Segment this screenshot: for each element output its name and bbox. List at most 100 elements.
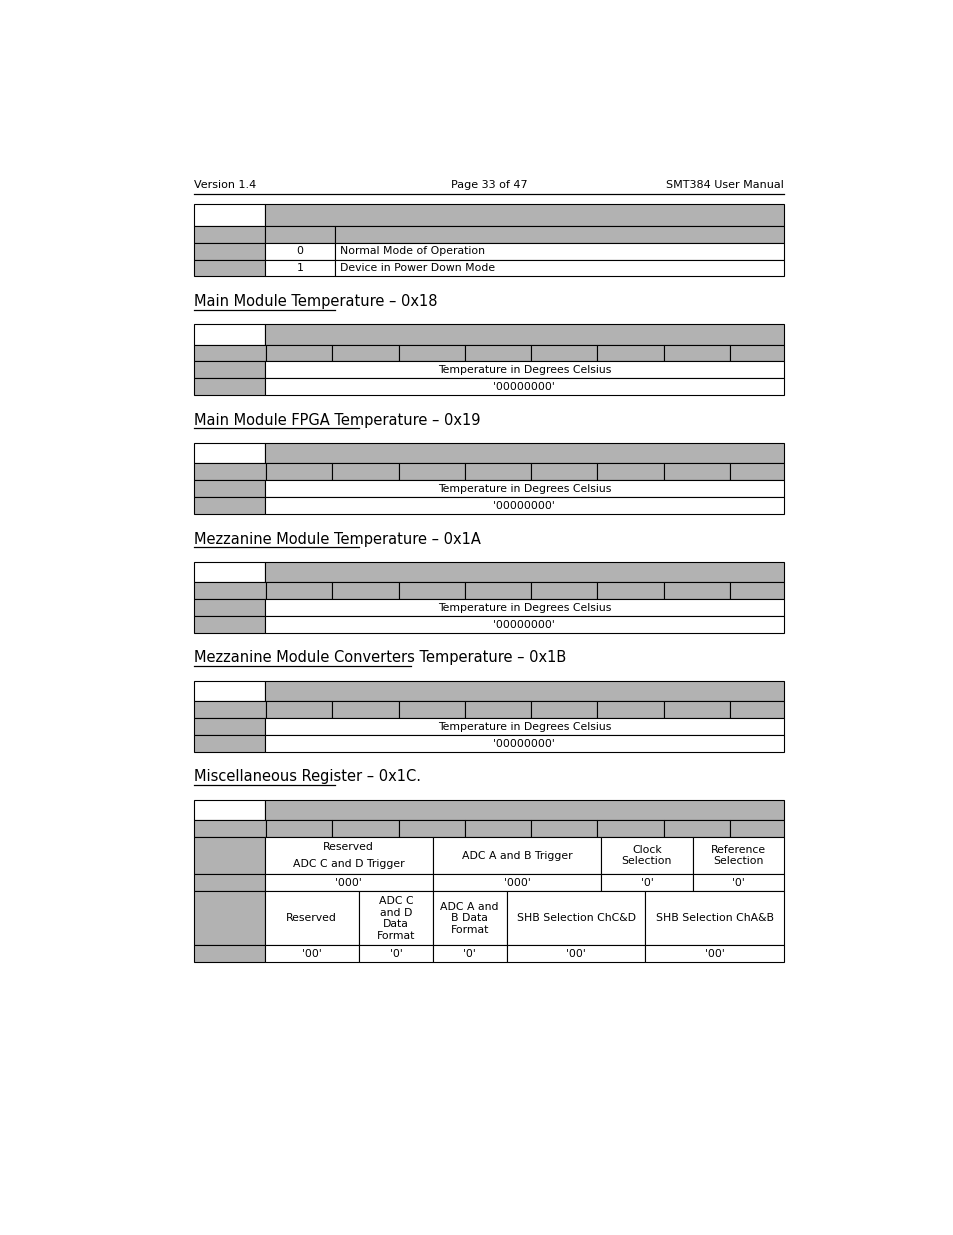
- Bar: [464, 345, 531, 362]
- Bar: [332, 701, 398, 719]
- Bar: [464, 583, 531, 599]
- Bar: [266, 583, 332, 599]
- Bar: [264, 946, 358, 962]
- Text: '0': '0': [731, 878, 744, 888]
- Bar: [663, 463, 729, 480]
- Bar: [264, 680, 783, 701]
- Bar: [597, 463, 663, 480]
- Text: '00000000': '00000000': [493, 739, 555, 748]
- Bar: [645, 946, 783, 962]
- Bar: [193, 345, 266, 362]
- Bar: [645, 892, 783, 946]
- Bar: [663, 583, 729, 599]
- Text: Temperature in Degrees Celsius: Temperature in Degrees Celsius: [437, 366, 611, 375]
- Bar: [266, 820, 332, 837]
- Bar: [193, 735, 264, 752]
- Bar: [433, 874, 600, 892]
- Bar: [264, 480, 783, 498]
- Bar: [264, 226, 335, 242]
- Bar: [729, 583, 783, 599]
- Bar: [264, 616, 783, 634]
- Bar: [193, 719, 264, 735]
- Text: Temperature in Degrees Celsius: Temperature in Degrees Celsius: [437, 721, 611, 731]
- Text: Reserved: Reserved: [323, 842, 374, 852]
- Text: Temperature in Degrees Celsius: Temperature in Degrees Celsius: [437, 484, 611, 494]
- Text: Reserved: Reserved: [286, 914, 336, 924]
- Bar: [358, 946, 433, 962]
- Bar: [398, 463, 464, 480]
- Bar: [193, 443, 264, 463]
- Text: '00000000': '00000000': [493, 620, 555, 630]
- Bar: [692, 874, 783, 892]
- Bar: [433, 892, 506, 946]
- Text: '0': '0': [639, 878, 653, 888]
- Bar: [193, 800, 264, 820]
- Bar: [531, 701, 597, 719]
- Text: '00': '00': [704, 948, 724, 958]
- Bar: [264, 599, 783, 616]
- Text: '0': '0': [463, 948, 476, 958]
- Bar: [332, 345, 398, 362]
- Bar: [193, 463, 266, 480]
- Bar: [193, 874, 264, 892]
- Bar: [193, 820, 266, 837]
- Bar: [335, 259, 783, 277]
- Bar: [264, 204, 783, 226]
- Text: '000': '000': [503, 878, 530, 888]
- Bar: [663, 345, 729, 362]
- Text: '00': '00': [301, 948, 321, 958]
- Bar: [597, 345, 663, 362]
- Bar: [264, 800, 783, 820]
- Text: 0: 0: [296, 246, 303, 256]
- Bar: [729, 345, 783, 362]
- Bar: [264, 874, 433, 892]
- Text: SHB Selection ChA&B: SHB Selection ChA&B: [655, 914, 773, 924]
- Text: '000': '000': [335, 878, 362, 888]
- Bar: [663, 701, 729, 719]
- Text: ADC A and
B Data
Format: ADC A and B Data Format: [440, 902, 498, 935]
- Bar: [398, 820, 464, 837]
- Bar: [193, 259, 264, 277]
- Text: '00': '00': [565, 948, 585, 958]
- Bar: [264, 892, 358, 946]
- Text: SMT384 User Manual: SMT384 User Manual: [665, 180, 783, 190]
- Bar: [398, 345, 464, 362]
- Bar: [264, 735, 783, 752]
- Text: Miscellaneous Register – 0x1C.: Miscellaneous Register – 0x1C.: [193, 769, 420, 784]
- Bar: [193, 680, 264, 701]
- Text: Mezzanine Module Temperature – 0x1A: Mezzanine Module Temperature – 0x1A: [193, 531, 480, 547]
- Bar: [464, 701, 531, 719]
- Text: ADC C and D Trigger: ADC C and D Trigger: [293, 858, 404, 869]
- Bar: [729, 701, 783, 719]
- Bar: [531, 583, 597, 599]
- Bar: [332, 820, 398, 837]
- Bar: [193, 599, 264, 616]
- Text: Normal Mode of Operation: Normal Mode of Operation: [339, 246, 484, 256]
- Bar: [663, 820, 729, 837]
- Bar: [264, 325, 783, 345]
- Bar: [264, 719, 783, 735]
- Bar: [335, 226, 783, 242]
- Bar: [193, 226, 264, 242]
- Text: Page 33 of 47: Page 33 of 47: [450, 180, 527, 190]
- Bar: [335, 242, 783, 259]
- Text: '00000000': '00000000': [493, 500, 555, 511]
- Bar: [193, 562, 264, 583]
- Bar: [264, 378, 783, 395]
- Bar: [193, 480, 264, 498]
- Bar: [193, 892, 264, 946]
- Bar: [332, 463, 398, 480]
- Bar: [193, 837, 264, 874]
- Bar: [600, 837, 692, 874]
- Bar: [464, 463, 531, 480]
- Bar: [597, 583, 663, 599]
- Text: Main Module Temperature – 0x18: Main Module Temperature – 0x18: [193, 294, 436, 309]
- Bar: [264, 498, 783, 514]
- Bar: [531, 820, 597, 837]
- Text: '00000000': '00000000': [493, 382, 555, 391]
- Bar: [729, 463, 783, 480]
- Bar: [506, 946, 645, 962]
- Bar: [264, 362, 783, 378]
- Bar: [193, 242, 264, 259]
- Bar: [464, 820, 531, 837]
